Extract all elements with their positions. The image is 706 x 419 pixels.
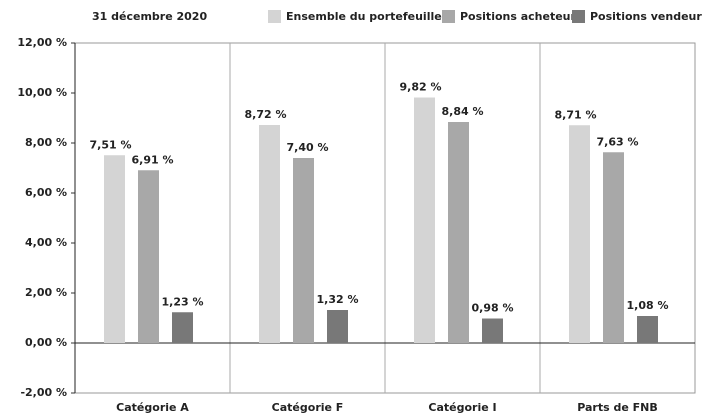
bar — [172, 312, 193, 343]
y-tick-label: 0,00 % — [25, 336, 67, 349]
x-tick-label: Catégorie A — [116, 401, 189, 414]
data-label: 1,08 % — [627, 299, 669, 312]
data-label: 8,84 % — [442, 105, 484, 118]
y-tick-label: 10,00 % — [17, 86, 67, 99]
data-label: 8,72 % — [245, 108, 287, 121]
x-tick-label: Parts de FNB — [577, 401, 658, 414]
y-tick-label: 12,00 % — [17, 36, 67, 49]
y-tick-label: -2,00 % — [20, 386, 67, 399]
bar — [259, 125, 280, 343]
bar — [482, 318, 503, 343]
data-label: 9,82 % — [400, 81, 442, 94]
bar — [637, 316, 658, 343]
y-tick-label: 2,00 % — [25, 286, 67, 299]
bar — [327, 310, 348, 343]
bar — [104, 155, 125, 343]
x-tick-label: Catégorie F — [272, 401, 344, 414]
data-label: 7,63 % — [597, 135, 639, 148]
bar — [448, 122, 469, 343]
y-tick-label: 4,00 % — [25, 236, 67, 249]
bar — [569, 125, 590, 343]
bar — [414, 97, 435, 343]
y-tick-label: 6,00 % — [25, 186, 67, 199]
data-label: 0,98 % — [472, 302, 514, 315]
legend-swatch — [268, 10, 281, 23]
bar — [138, 170, 159, 343]
chart-title: 31 décembre 2020 — [92, 10, 207, 23]
data-label: 1,32 % — [317, 293, 359, 306]
x-tick-label: Catégorie I — [428, 401, 496, 414]
data-label: 8,71 % — [555, 108, 597, 121]
data-label: 6,91 % — [132, 153, 174, 166]
legend-swatch — [442, 10, 455, 23]
legend-swatch — [572, 10, 585, 23]
legend-label: Positions vendeur — [590, 10, 702, 23]
legend-label: Ensemble du portefeuille — [286, 10, 442, 23]
bar — [603, 152, 624, 343]
data-label: 1,23 % — [162, 295, 204, 308]
y-tick-label: 8,00 % — [25, 136, 67, 149]
data-label: 7,51 % — [90, 138, 132, 151]
data-label: 7,40 % — [287, 141, 329, 154]
legend-label: Positions acheteur — [460, 10, 577, 23]
bar — [293, 158, 314, 343]
